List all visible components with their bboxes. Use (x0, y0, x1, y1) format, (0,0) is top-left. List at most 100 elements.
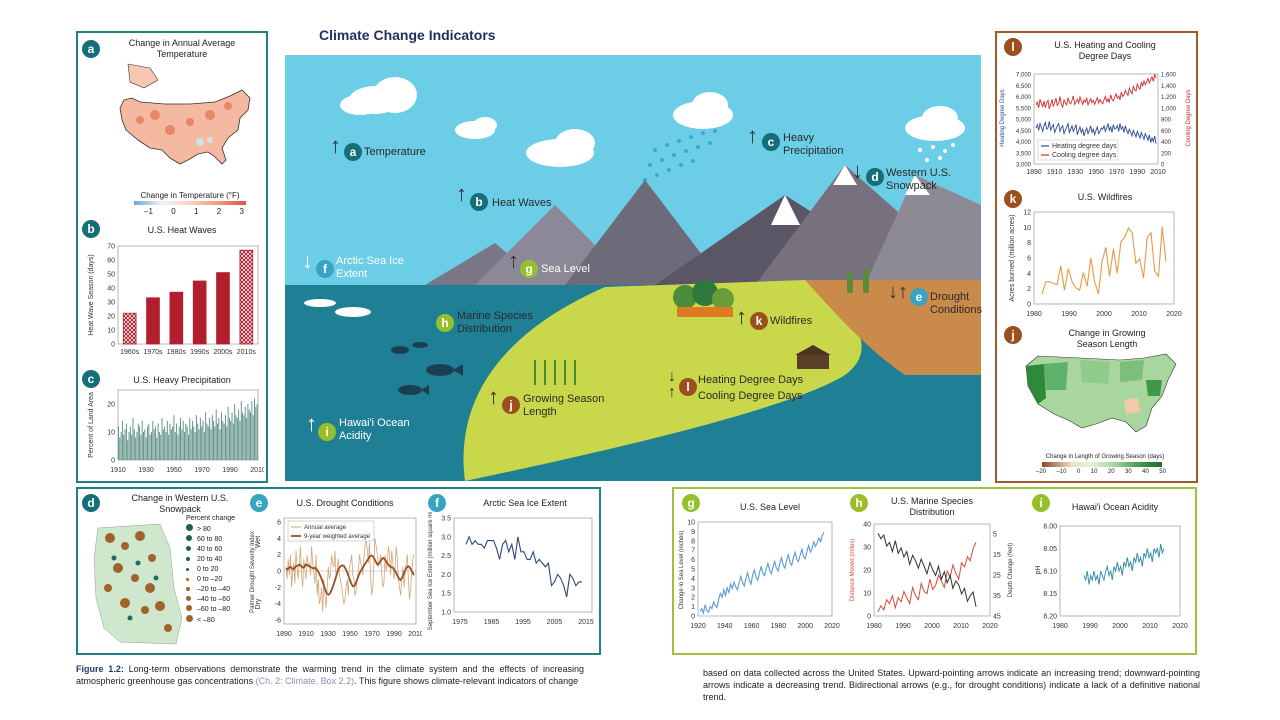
sea-ice-chart: 3.5 3.0 2.5 2.0 1.5 1.0 September Sea Ice Exte… (428, 512, 594, 630)
series-line-annual (285, 538, 415, 612)
x-tick-label: 1950 (1088, 169, 1104, 176)
bar (149, 434, 151, 460)
bar (147, 426, 148, 460)
bar (148, 423, 150, 460)
heat-waves-chart: 70 60 50 40 30 20 10 0 Heat Wave Season (days) 19… (88, 244, 259, 356)
legend-item: 40 to 60 (186, 545, 246, 555)
x-tick-label: 1930 (138, 467, 154, 474)
bar (192, 280, 207, 345)
legend-swatch (186, 578, 189, 581)
y-tick-label: 8.10 (1043, 569, 1057, 576)
x-tick-label: 1950 (166, 467, 182, 474)
panel-badge: e (250, 494, 268, 512)
y-tick-label: 3,000 (1016, 163, 1032, 169)
arrow-up-icon: ↑ (508, 248, 519, 273)
y-tick-label: 1.5 (441, 591, 451, 598)
bar (216, 272, 230, 345)
y-tick-label: 1 (691, 604, 695, 611)
bar (189, 418, 191, 460)
label-text: Growing Season Length (523, 393, 605, 418)
bar (202, 420, 204, 460)
legend-swatch (186, 596, 191, 601)
legend-item: 0 to –20 (186, 575, 246, 585)
legend-tick: 0 (171, 207, 176, 216)
left-panel (76, 31, 268, 483)
x-tick-label: 1980 (1026, 311, 1042, 318)
chart-title: U.S. Wildfires (1077, 192, 1133, 202)
house-icon (795, 345, 831, 369)
x-tick-label: 2010 (1131, 311, 1147, 318)
y-axis-label: Depth Change (feet) (1008, 543, 1014, 597)
y-tick-label: 40 (863, 522, 871, 529)
bar (232, 423, 234, 460)
x-tick-label: 1910 (1047, 169, 1063, 176)
legend-swatch (186, 587, 190, 591)
y-tick-label: 25 (993, 573, 1001, 580)
bar (219, 429, 221, 460)
chart-title: U.S. Drought Conditions (296, 498, 394, 508)
bar (246, 418, 248, 460)
arrow-up-icon: ↑ (668, 384, 676, 401)
bar (128, 432, 130, 460)
y-tick-label: 5,000 (1016, 118, 1032, 124)
bar (234, 404, 236, 460)
legend-tick: 20 (1107, 469, 1115, 475)
us-temperature-map (119, 63, 251, 165)
y-tick-label: 600 (1161, 129, 1172, 135)
legend-swatch (186, 557, 190, 561)
y-tick-label: 2 (277, 552, 281, 559)
arrow-up-icon: ↑ (306, 411, 317, 436)
bar (154, 426, 156, 460)
bar (244, 406, 246, 460)
x-tick-label: 1980 (866, 623, 882, 630)
temperature-legend-title: Change in Temperature (°F) (140, 191, 240, 200)
bar (195, 415, 197, 460)
y-tick-label: 6,000 (1016, 95, 1032, 101)
label-badge: a (344, 143, 362, 161)
x-tick-label: 1970s (143, 349, 163, 356)
legend-swatch (186, 568, 189, 571)
y-tick-label: 30 (863, 545, 871, 552)
rain-icon (643, 129, 717, 182)
legend-swatch (186, 605, 192, 611)
y-axis-label: Heat Wave Season (days) (88, 254, 95, 335)
bar (181, 429, 183, 460)
bar (169, 291, 184, 345)
bar (206, 423, 208, 460)
x-tick-label: 2020 (824, 623, 840, 630)
y-tick-label: 6 (277, 520, 281, 527)
forest-icon (673, 280, 734, 317)
y-tick-label: 15 (993, 552, 1001, 559)
x-tick-label: 1960 (744, 623, 760, 630)
growing-season-legend-ticks: –20 –10 0 10 20 30 40 50 (1036, 469, 1166, 475)
chart-title: U.S. Marine Species Distribution (890, 496, 974, 517)
y-axis-label: Acres burned (million acres) (1009, 214, 1016, 301)
y-tick-label: 9 (691, 529, 695, 536)
growing-season-map (1025, 353, 1177, 433)
y-tick-label: 8.20 (1043, 614, 1057, 621)
bar (158, 432, 160, 460)
legend-text: –20 to –40 (197, 586, 231, 593)
bar (207, 426, 209, 460)
y-tick-label: 8 (691, 538, 695, 545)
x-tick-label: 1930 (320, 631, 336, 638)
series-line (1041, 226, 1167, 295)
bar (140, 434, 142, 460)
y-tick-label: -6 (275, 618, 281, 625)
legend-text: –60 to –80 (197, 606, 231, 613)
y-tick-label: 20 (863, 568, 871, 575)
x-tick-label: 1975 (452, 619, 468, 626)
caption-reference-link[interactable]: (Ch. 2: Climate, Box 2.2) (255, 676, 355, 686)
x-tick-label: 2000 (1112, 623, 1128, 630)
y-tick-label: 35 (993, 593, 1001, 600)
wildfires-chart: 12 10 8 6 4 2 0 Acres burned (million acres) 198… (1009, 210, 1182, 319)
x-tick-label: 2020 (1166, 311, 1182, 318)
crops-icon (534, 360, 576, 385)
bar (228, 418, 230, 460)
legend-item: –20 to –40 (186, 585, 246, 595)
x-tick-label: 1950 (342, 631, 358, 638)
bar (186, 426, 188, 460)
legend-label: Cooling degree days (1052, 152, 1117, 159)
y-tick-label: 2.5 (441, 553, 451, 560)
bar (198, 429, 200, 460)
